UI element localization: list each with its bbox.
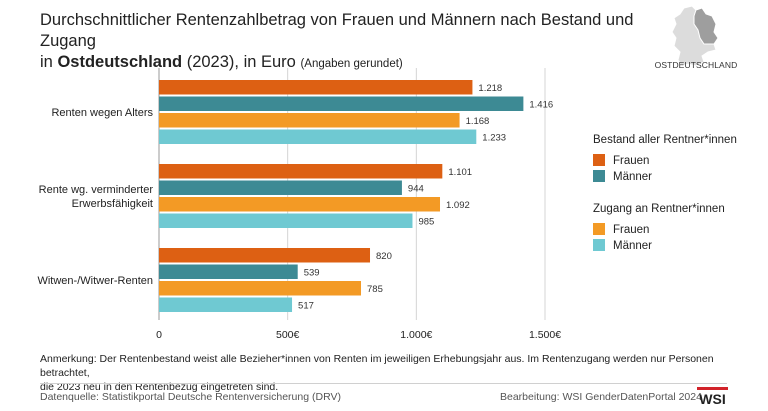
- category-label: Witwen-/Witwer-Renten: [37, 275, 153, 287]
- bar-bestand-frauen: [159, 164, 443, 179]
- data-label: 1.218: [478, 83, 502, 94]
- data-label: 785: [367, 284, 383, 295]
- legend-item-bestand-maenner: Männer: [593, 170, 652, 183]
- legend-swatch-bestand-maenner: [593, 170, 605, 182]
- category-label: Erwerbsfähigkeit: [72, 198, 153, 210]
- legend-swatch-bestand-frauen: [593, 154, 605, 166]
- x-tick-label: 1.000€: [400, 329, 432, 341]
- chart-title: Durchschnittlicher Rentenzahlbetrag von …: [40, 10, 640, 75]
- data-source: Datenquelle: Statistikportal Deutsche Re…: [40, 391, 341, 403]
- germany-map-icon: [671, 5, 719, 67]
- x-tick-label: 1.500€: [529, 329, 561, 341]
- svg-text:WSI: WSI: [699, 391, 725, 406]
- x-tick-label: 500€: [276, 329, 300, 341]
- bar-zugang-frauen: [159, 281, 362, 296]
- category-label: Rente wg. verminderter: [39, 184, 154, 196]
- bar-bestand-maenner: [159, 264, 298, 279]
- bar-bestand-maenner: [159, 96, 524, 111]
- title-line-2: in Ostdeutschland (2023), in Euro (Angab…: [40, 53, 403, 71]
- data-label: 1.416: [529, 99, 553, 110]
- bar-zugang-maenner: [159, 213, 413, 228]
- x-tick-label: 0: [156, 329, 162, 341]
- bar-bestand-frauen: [159, 80, 473, 95]
- data-label: 517: [298, 300, 314, 311]
- category-label: Renten wegen Alters: [51, 107, 153, 119]
- data-label: 1.092: [446, 200, 470, 211]
- map-label: OSTDEUTSCHLAND: [654, 60, 738, 70]
- legend-item-zugang-maenner: Männer: [593, 239, 652, 252]
- bar-bestand-maenner: [159, 180, 402, 195]
- legend-item-bestand-frauen: Frauen: [593, 154, 649, 167]
- data-label: 1.233: [482, 132, 506, 143]
- data-label: 1.101: [448, 167, 472, 178]
- footnote-line-2: die 2023 neu in den Rentenbezug eingetre…: [40, 381, 279, 393]
- credit-line: Bearbeitung: WSI GenderDatenPortal 2024: [500, 391, 702, 403]
- legend-group-bestand-title: Bestand aller Rentner*innen: [593, 134, 737, 146]
- legend-group-zugang-title: Zugang an Rentner*innen: [593, 203, 725, 215]
- data-label: 820: [376, 251, 392, 262]
- footnote-line-1: Anmerkung: Der Rentenbestand weist alle …: [40, 353, 714, 379]
- bar-zugang-frauen: [159, 197, 441, 212]
- title-line-1: Durchschnittlicher Rentenzahlbetrag von …: [40, 11, 634, 50]
- legend-swatch-zugang-maenner: [593, 239, 605, 251]
- data-label: 539: [304, 267, 320, 278]
- region-name: Ostdeutschland: [57, 53, 183, 71]
- legend-swatch-zugang-frauen: [593, 223, 605, 235]
- title-note: (Angaben gerundet): [300, 58, 403, 70]
- data-label: 944: [408, 183, 424, 194]
- data-label: 1.168: [466, 116, 490, 127]
- footer-divider: [40, 383, 727, 384]
- footnote: Anmerkung: Der Rentenbestand weist alle …: [40, 352, 740, 394]
- wsi-logo: WSI: [697, 387, 728, 406]
- bar-zugang-maenner: [159, 297, 293, 312]
- data-label: 985: [418, 216, 434, 227]
- legend-item-zugang-frauen: Frauen: [593, 223, 649, 236]
- bar-zugang-maenner: [159, 129, 477, 144]
- bar-bestand-frauen: [159, 248, 371, 263]
- bar-zugang-frauen: [159, 113, 460, 128]
